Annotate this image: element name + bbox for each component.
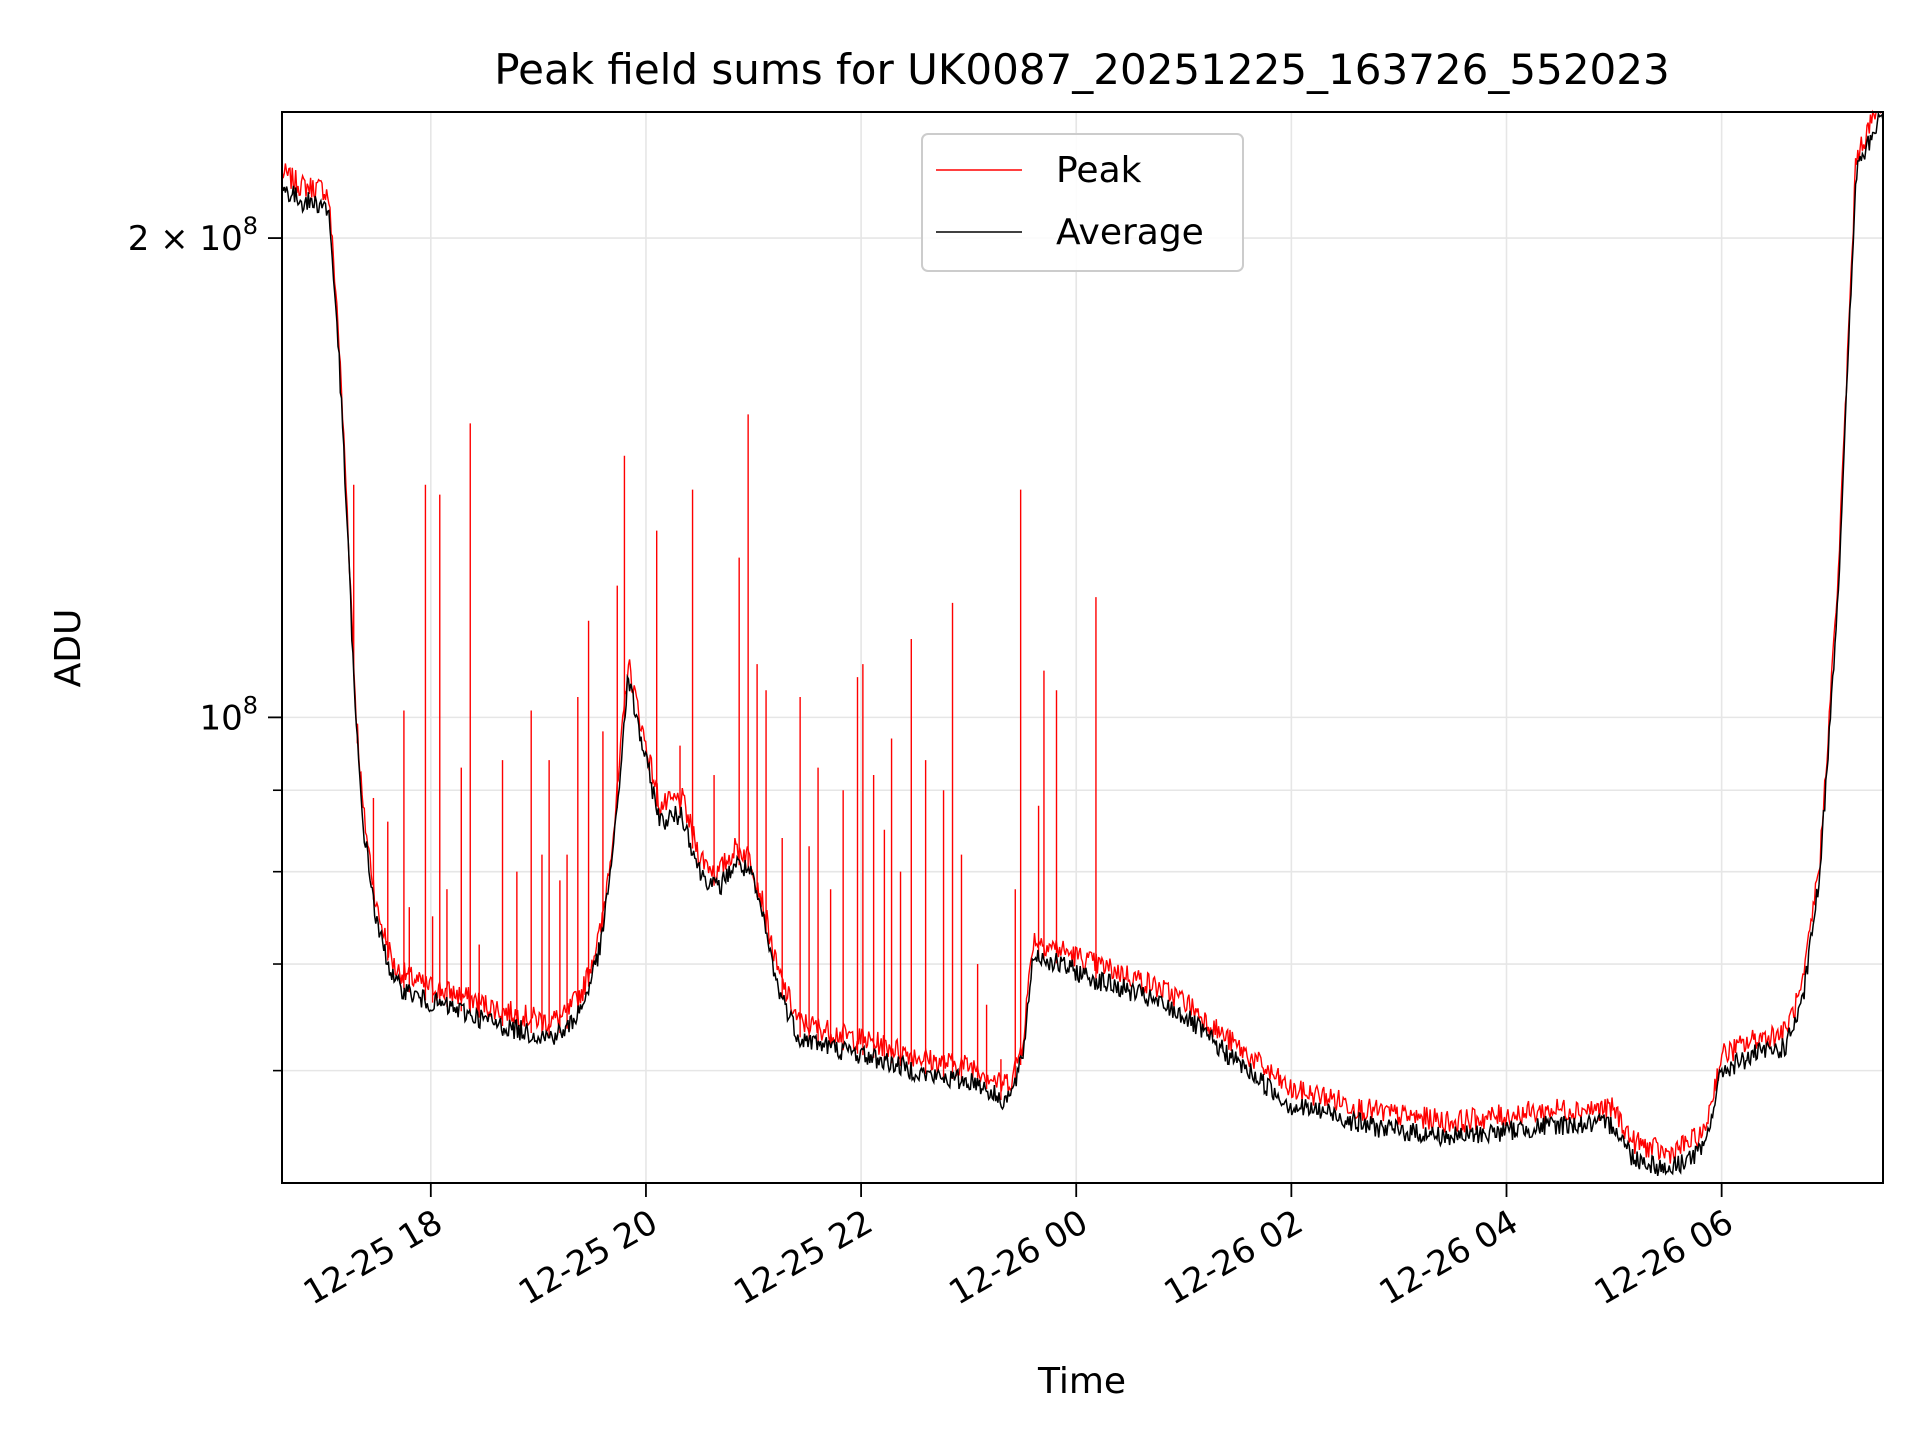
y-axis-label: ADU bbox=[48, 609, 89, 688]
y-tick-label: 2 × 108 bbox=[128, 212, 258, 259]
legend-label-peak: Peak bbox=[1056, 150, 1142, 191]
series-layer bbox=[281, 109, 1884, 1177]
average-series-line bbox=[281, 111, 1884, 1177]
axes-frame bbox=[281, 111, 1884, 1184]
legend: Peak Average bbox=[921, 133, 1244, 272]
chart-title: Peak field sums for UK0087_20251225_1637… bbox=[494, 45, 1669, 94]
legend-box bbox=[921, 133, 1244, 272]
x-axis-label: Time bbox=[1037, 1361, 1126, 1402]
legend-label-average: Average bbox=[1056, 212, 1204, 253]
